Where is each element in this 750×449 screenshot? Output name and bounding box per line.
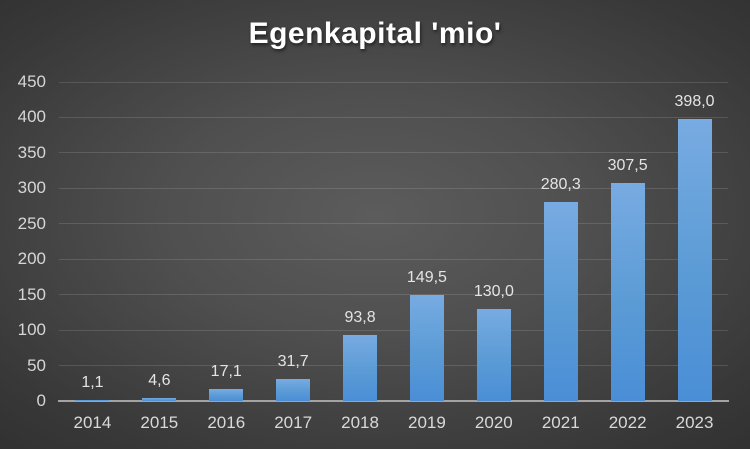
gridline-300 xyxy=(59,187,728,189)
y-tick-label-0: 0 xyxy=(36,391,46,410)
x-tick-label-2019: 2019 xyxy=(408,413,446,432)
y-tick-label-350: 350 xyxy=(17,142,46,162)
gridline-100 xyxy=(59,329,728,331)
bar-2014 xyxy=(75,400,110,401)
bar-2020 xyxy=(476,309,511,401)
y-tick-label-200: 200 xyxy=(17,249,46,269)
x-axis-line xyxy=(58,400,729,402)
bar-value-label-2019: 149,5 xyxy=(406,269,447,286)
y-tick-label-100: 100 xyxy=(17,320,46,340)
bar-value-label-2023: 398,0 xyxy=(674,93,715,110)
bar-value-label-2021: 280,3 xyxy=(540,176,581,193)
bar-2017 xyxy=(276,379,311,401)
gridline-250 xyxy=(59,223,728,225)
gridline-350 xyxy=(59,152,728,154)
bar-2015 xyxy=(142,398,177,401)
bar-2023 xyxy=(677,119,712,401)
y-tick-label-400: 400 xyxy=(17,107,46,127)
gridline-200 xyxy=(59,258,728,260)
y-tick-label-300: 300 xyxy=(17,178,46,198)
y-tick-label-250: 250 xyxy=(17,213,46,233)
chart-title: Egenkapital 'mio' xyxy=(248,17,502,50)
bar-2019 xyxy=(409,295,444,401)
y-tick-label-50: 50 xyxy=(27,355,46,375)
bar-value-label-2014: 1,1 xyxy=(81,374,104,391)
x-tick-label-2021: 2021 xyxy=(541,413,580,432)
x-tick-label-2022: 2022 xyxy=(608,413,647,432)
bar-value-label-2017: 31,7 xyxy=(277,353,309,370)
x-tick-label-2017: 2017 xyxy=(274,413,313,432)
bar-2016 xyxy=(209,389,244,401)
x-tick-label-2014: 2014 xyxy=(73,413,112,432)
x-tick-label-2023: 2023 xyxy=(675,413,714,432)
gridline-450 xyxy=(59,81,728,83)
bar-value-label-2022: 307,5 xyxy=(607,157,648,174)
x-tick-label-2016: 2016 xyxy=(207,413,246,432)
bar-value-label-2016: 17,1 xyxy=(210,363,242,380)
bar-value-label-2020: 130,0 xyxy=(473,283,514,300)
gridline-150 xyxy=(59,294,728,296)
gridline-400 xyxy=(59,116,728,118)
y-tick-label-450: 450 xyxy=(17,72,46,91)
bar-value-label-2015: 4,6 xyxy=(148,372,171,389)
x-tick-label-2018: 2018 xyxy=(341,413,379,432)
bar-2018 xyxy=(343,335,378,401)
x-tick-label-2015: 2015 xyxy=(140,413,179,432)
bar-2021 xyxy=(543,202,578,401)
gridline-50 xyxy=(59,365,728,367)
bar-value-label-2018: 93,8 xyxy=(344,309,376,326)
x-tick-label-2020: 2020 xyxy=(474,413,513,432)
y-tick-label-150: 150 xyxy=(17,284,46,304)
bar-2022 xyxy=(610,183,645,401)
plot-area: 1,1 4,6 17,1 31,7 93,8 149,5 130,0 280,3 307,5 39… xyxy=(58,81,729,402)
